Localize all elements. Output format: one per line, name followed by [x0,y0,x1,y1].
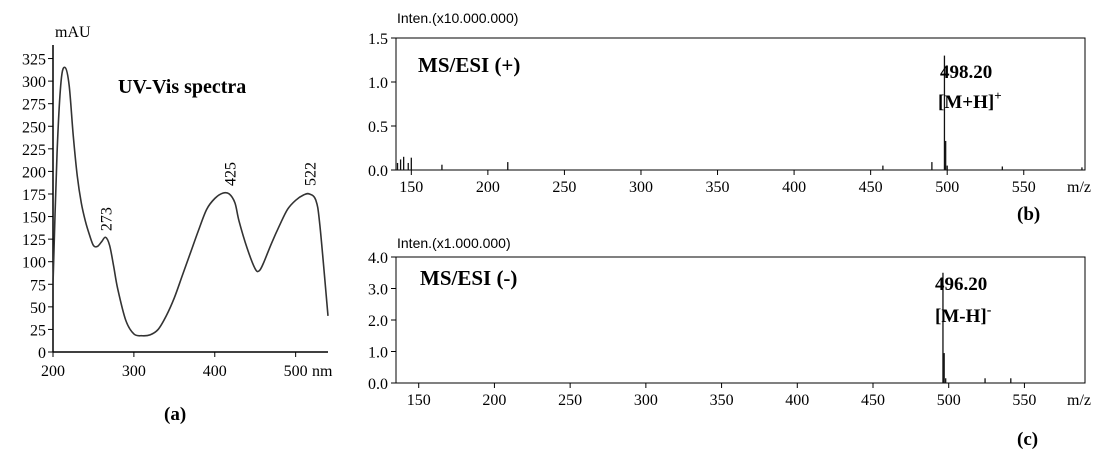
uv-ylabel: mAU [55,24,91,41]
uv-x-tick-label: 500 [284,363,308,380]
ms-positive-panel: Inten.(x10.000.000) 0.0 0.5 1.0 1.5 150 200 2… [368,10,1091,225]
uv-y-tick-label: 325 [22,52,46,69]
msc-ion-label: [M-H]- [935,303,992,327]
uv-vis-panel: mAU UV-Vis spectra 0 25 50 75 100 125 150 175 20… [22,24,333,425]
msb-x-tick-label: 500 [935,179,959,196]
uv-peak-label: 273 [99,207,116,231]
msb-y-tick-label: 1.0 [368,75,388,92]
msc-y-tick-label: 3.0 [368,282,388,299]
msb-y-ticks: 0.0 0.5 1.0 1.5 [368,31,396,180]
uv-y-tick-label: 275 [22,97,46,114]
msc-x-tick-label: 450 [861,392,885,409]
uv-y-tick-label: 0 [38,345,46,362]
msc-x-ticks: 150 200 250 300 350 400 450 500 550 m/z [407,383,1091,409]
msb-x-tick-label: 350 [706,179,730,196]
msc-ylabel: Inten.(x1.000.000) [397,235,511,251]
msb-peaks [396,55,1083,170]
msc-x-tick-label: 500 [937,392,961,409]
msb-y-tick-label: 0.0 [368,163,388,180]
msc-x-tick-label: 400 [785,392,809,409]
msb-x-tick-label: 200 [476,179,500,196]
msb-peak-label: 498.20 [940,62,992,83]
msb-y-tick-label: 0.5 [368,119,388,136]
msc-y-ticks: 0.0 1.0 2.0 3.0 4.0 [368,250,396,393]
uv-y-tick-label: 200 [22,164,46,181]
uv-y-tick-label: 25 [30,322,46,339]
msb-x-tick-label: 250 [552,179,576,196]
uv-y-tick-label: 300 [22,74,46,91]
msc-y-tick-label: 4.0 [368,250,388,267]
uv-spectrum-line [52,66,329,337]
msc-x-tick-label: 150 [407,392,431,409]
msc-x-tick-label: 250 [558,392,582,409]
uv-y-tick-label: 175 [22,187,46,204]
msb-x-tick-label: 450 [859,179,883,196]
uv-y-tick-label: 100 [22,255,46,272]
msc-peaks [942,272,1012,383]
msb-x-tick-label: 150 [399,179,423,196]
msc-peak-label: 496.20 [935,274,987,295]
panel-label-a: (a) [164,404,186,425]
uv-y-ticks: 0 25 50 75 100 125 150 175 200 225 250 275 300 325 [22,52,53,362]
msb-x-ticks: 150 200 250 300 350 400 450 500 550 m/z [399,170,1091,196]
msc-x-tick-label: 300 [634,392,658,409]
uv-peak-label: 522 [302,162,319,186]
msb-ylabel: Inten.(x10.000.000) [397,10,518,26]
msc-y-tick-label: 1.0 [368,345,388,362]
uv-y-tick-label: 225 [22,142,46,159]
uv-y-tick-label: 75 [30,277,46,294]
uv-x-tick-label: 300 [122,363,146,380]
msc-y-tick-label: 2.0 [368,313,388,330]
msc-x-tick-label: 200 [482,392,506,409]
uv-y-tick-label: 50 [30,300,46,317]
msc-x-tick-label: 550 [1012,392,1036,409]
uv-peak-label: 425 [222,162,239,186]
uv-title: UV-Vis spectra [118,76,246,98]
uv-y-tick-label: 250 [22,119,46,136]
msc-y-tick-label: 0.0 [368,376,388,393]
msb-x-tick-label: 550 [1012,179,1036,196]
msc-title: MS/ESI (-) [420,266,517,290]
msb-title: MS/ESI (+) [418,53,520,77]
msb-ion-label: [M+H]+ [938,88,1002,113]
msb-y-tick-label: 1.5 [368,31,388,48]
msb-x-tick-label: 300 [629,179,653,196]
ms-negative-panel: Inten.(x1.000.000) 0.0 1.0 2.0 3.0 4.0 150 20… [368,235,1091,450]
msb-x-unit: m/z [1067,179,1091,196]
uv-peak-labels: 273 425 522 [99,162,320,231]
panel-label-b: (b) [1017,204,1040,225]
uv-x-tick-label: 200 [41,363,65,380]
msb-frame [395,37,1086,171]
panel-label-c: (c) [1017,429,1038,450]
uv-y-tick-label: 150 [22,210,46,227]
msc-x-tick-label: 350 [710,392,734,409]
msb-x-tick-label: 400 [782,179,806,196]
msc-x-unit: m/z [1067,392,1091,409]
uv-y-tick-label: 125 [22,232,46,249]
uv-x-ticks: 200 300 400 500 [41,352,308,380]
uv-x-tick-label: 400 [203,363,227,380]
uv-xunit: nm [312,363,333,380]
